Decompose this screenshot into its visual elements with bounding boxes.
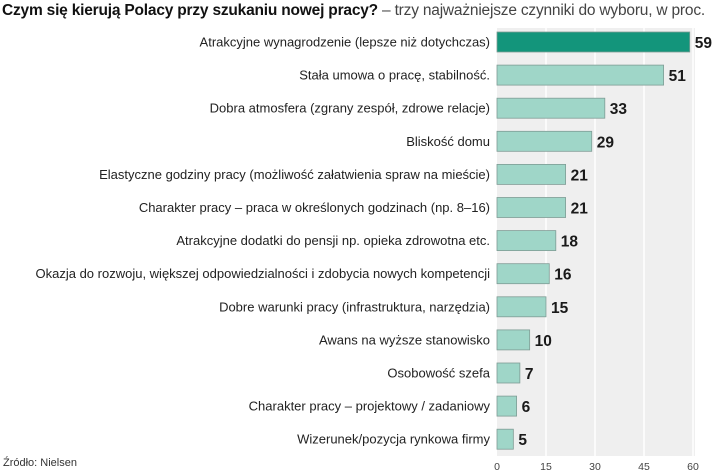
bar — [496, 329, 531, 351]
data-label: 51 — [669, 68, 687, 85]
data-label: 7 — [525, 366, 534, 383]
data-label: 59 — [695, 35, 713, 52]
category-label: Bliskość domu — [406, 134, 490, 149]
bar — [496, 296, 547, 318]
x-tick-label: 30 — [589, 461, 601, 473]
bar — [496, 64, 665, 86]
bar — [496, 163, 566, 185]
data-label: 33 — [610, 101, 628, 118]
category-label: Dobra atmosfera (zgrany zespół, zdrowe r… — [210, 101, 490, 116]
category-label: Stała umowa o pracę, stabilność. — [299, 68, 490, 83]
category-label: Elastyczne godziny pracy (możliwość zała… — [99, 167, 490, 182]
x-tick-label: 45 — [638, 461, 650, 473]
category-label: Okazja do rozwoju, większej odpowiedzial… — [36, 266, 491, 281]
bar — [496, 362, 521, 384]
bar — [496, 395, 518, 417]
category-label: Charakter pracy – praca w określonych go… — [139, 200, 490, 215]
bar — [496, 130, 593, 152]
data-label: 21 — [571, 167, 589, 184]
bar — [496, 31, 691, 53]
category-label: Awans na wyższe stanowisko — [319, 332, 490, 347]
bar — [496, 230, 557, 252]
bar — [496, 428, 514, 450]
x-tick-label: 0 — [494, 461, 500, 473]
data-label: 16 — [554, 267, 572, 284]
x-tick-label: 15 — [540, 461, 552, 473]
bar — [496, 263, 550, 285]
bar — [496, 197, 566, 218]
data-label: 10 — [535, 333, 552, 350]
data-label: 21 — [571, 201, 589, 218]
category-label: Osobowość szefa — [387, 366, 490, 381]
data-label: 5 — [518, 432, 527, 449]
x-tick-label: 60 — [687, 461, 699, 473]
bar — [496, 97, 606, 119]
chart-title-line: Czym się kierują Polacy przy szukaniu no… — [2, 2, 718, 20]
data-label: 29 — [597, 134, 615, 151]
data-label: 6 — [522, 399, 531, 416]
category-label: Charakter pracy – projektowy / zadaniowy — [249, 399, 491, 414]
category-label: Wizerunek/pozycja rynkowa firmy — [297, 432, 490, 447]
chart-subtitle: – trzy najważniejsze czynniki do wyboru,… — [382, 2, 705, 19]
data-label: 15 — [551, 300, 569, 317]
category-label: Atrakcyjne wynagrodzenie (lepsze niż dot… — [200, 35, 490, 50]
category-label: Dobre warunki pracy (infrastruktura, nar… — [219, 299, 490, 314]
data-label: 18 — [561, 234, 579, 251]
source-note: Źródło: Nielsen — [3, 457, 77, 469]
chart-title: Czym się kierują Polacy przy szukaniu no… — [2, 2, 378, 19]
category-label: Atrakcyjne dodatki do pensji np. opieka … — [176, 233, 490, 248]
